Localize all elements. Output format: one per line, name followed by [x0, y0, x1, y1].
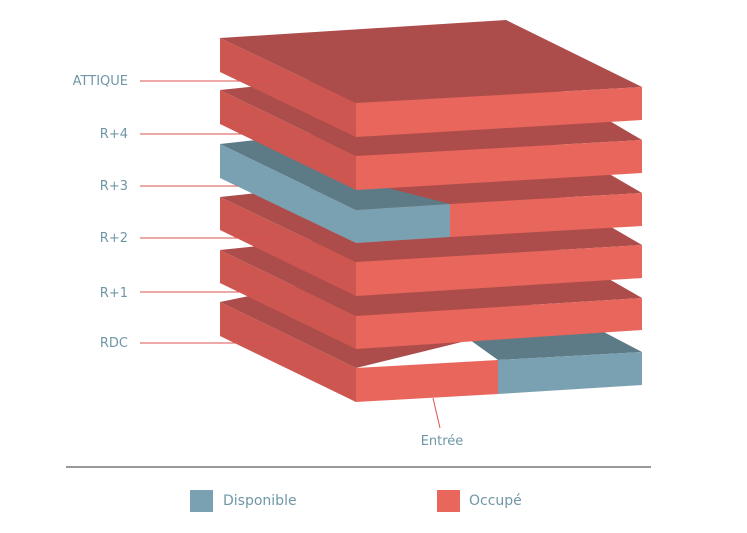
- floor-label-r4: R+4: [100, 127, 128, 142]
- floor-attique-front: [356, 87, 642, 137]
- floor-r2-side: [220, 197, 356, 296]
- floor-rdc-front-available: [498, 352, 642, 394]
- floor-r4-side: [220, 90, 356, 190]
- floor-rdc-side: [220, 302, 356, 402]
- floor-r1-front: [356, 298, 642, 349]
- floor-attique-side: [220, 38, 356, 137]
- floor-r4-front: [356, 140, 642, 190]
- floor-label-r3: R+3: [100, 179, 128, 194]
- entrance-label: Entrée: [421, 434, 464, 449]
- floor-label-attique: ATTIQUE: [73, 74, 128, 89]
- floor-label-rdc: RDC: [100, 336, 128, 351]
- floor-r3-front-occupied: [450, 193, 642, 237]
- floor-r3-front-available: [356, 204, 450, 243]
- floor-slab-attique[interactable]: [220, 20, 642, 137]
- floor-label-r1: R+1: [100, 286, 128, 301]
- floor-label-r2: R+2: [100, 231, 128, 246]
- legend-swatch-available: [190, 490, 213, 512]
- legend-label-available: Disponible: [223, 493, 297, 509]
- legend: Disponible Occupé: [190, 490, 522, 512]
- legend-label-occupied: Occupé: [469, 493, 522, 509]
- entrance-leader-line: [432, 397, 441, 429]
- floor-attique-top: [220, 20, 642, 103]
- legend-swatch-occupied: [437, 490, 460, 512]
- floor-rdc-front-occupied: [356, 360, 498, 402]
- floor-r3-side: [220, 144, 356, 243]
- floor-r1-side: [220, 250, 356, 349]
- floor-r2-front: [356, 245, 642, 296]
